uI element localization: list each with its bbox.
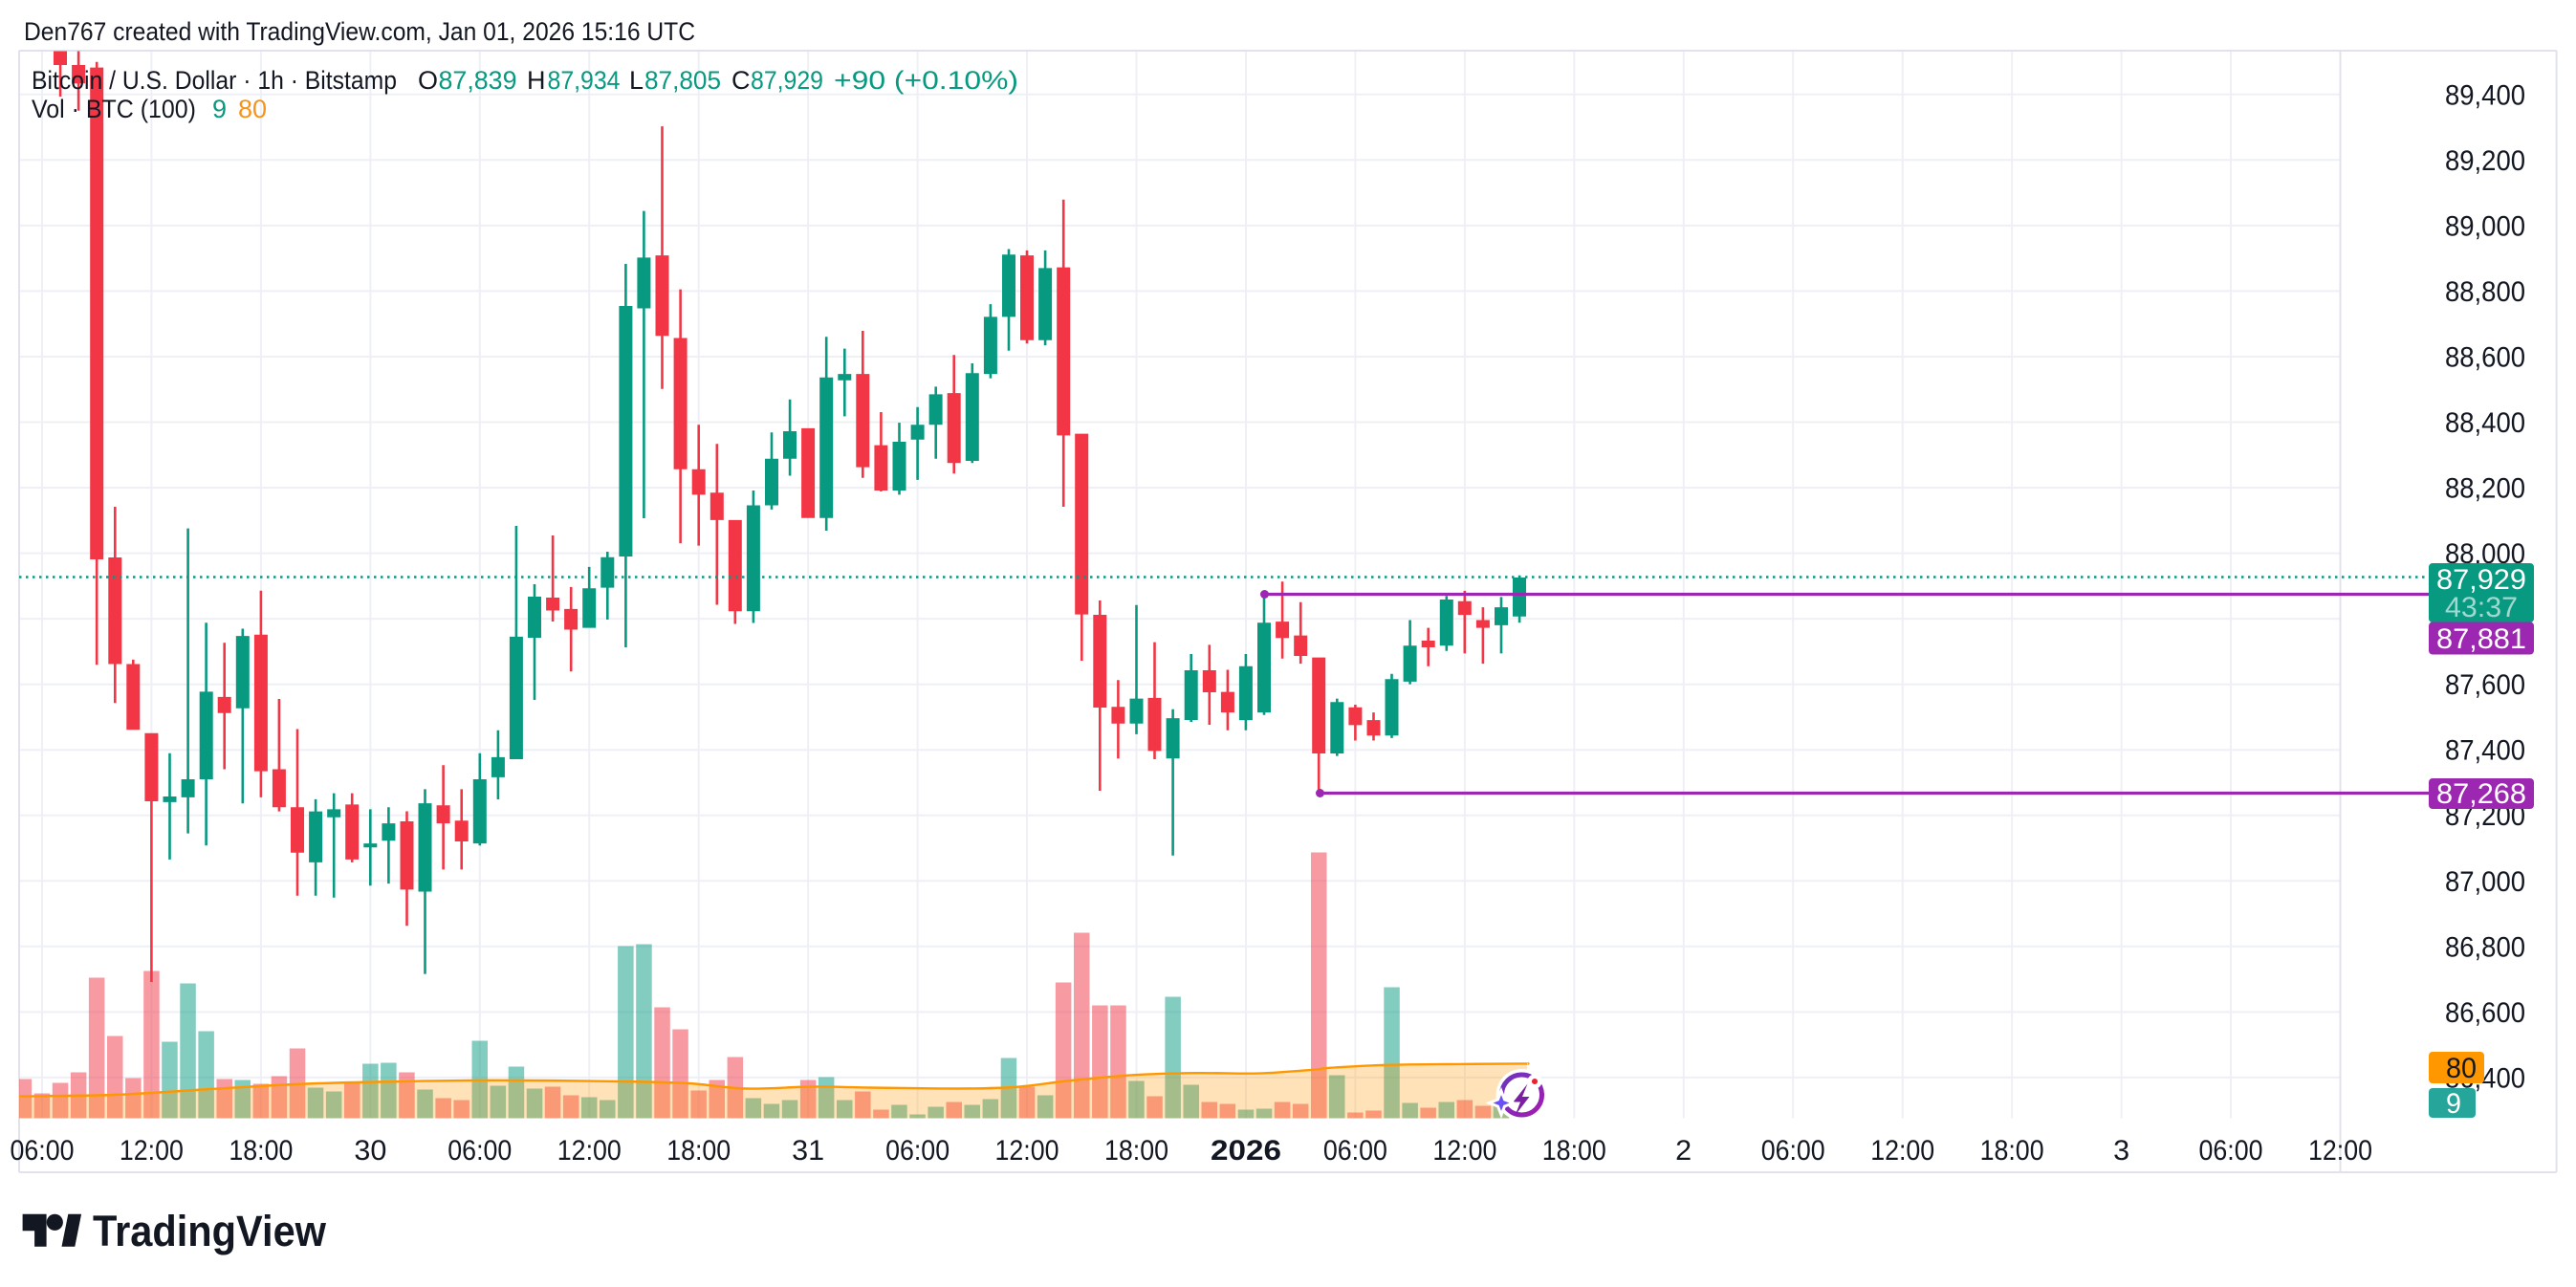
svg-text:Den767 created with TradingVie: Den767 created with TradingView.com, Jan… <box>24 17 695 46</box>
svg-text:H: H <box>527 66 546 95</box>
svg-text:06:00: 06:00 <box>1761 1135 1825 1167</box>
svg-text:06:00: 06:00 <box>885 1135 950 1167</box>
svg-text:87,400: 87,400 <box>2445 735 2525 767</box>
svg-text:L: L <box>629 66 644 95</box>
svg-text:89,200: 89,200 <box>2445 145 2525 177</box>
svg-text:18:00: 18:00 <box>666 1135 731 1167</box>
svg-text:43:37: 43:37 <box>2445 592 2518 623</box>
svg-text:88,400: 88,400 <box>2445 407 2525 439</box>
svg-text:86,600: 86,600 <box>2445 997 2525 1029</box>
svg-text:2026: 2026 <box>1211 1135 1281 1167</box>
svg-text:12:00: 12:00 <box>1432 1135 1496 1167</box>
svg-text:87,934: 87,934 <box>548 66 621 95</box>
svg-text:3: 3 <box>2113 1135 2129 1167</box>
svg-text:18:00: 18:00 <box>1980 1135 2044 1167</box>
svg-text:12:00: 12:00 <box>2308 1135 2372 1167</box>
svg-text:86,800: 86,800 <box>2445 931 2525 963</box>
svg-text:80: 80 <box>2446 1053 2477 1084</box>
svg-text:12:00: 12:00 <box>120 1135 184 1167</box>
svg-text:89,000: 89,000 <box>2445 210 2525 242</box>
svg-text:87,600: 87,600 <box>2445 669 2525 701</box>
svg-text:18:00: 18:00 <box>1542 1135 1606 1167</box>
svg-text:9: 9 <box>212 95 227 123</box>
svg-text:87,805: 87,805 <box>644 66 721 95</box>
svg-text:87,929: 87,929 <box>2436 564 2526 596</box>
svg-text:TradingView: TradingView <box>93 1207 327 1255</box>
svg-text:12:00: 12:00 <box>1870 1135 1934 1167</box>
svg-text:88,200: 88,200 <box>2445 473 2525 505</box>
svg-text:C: C <box>731 66 751 95</box>
svg-text:06:00: 06:00 <box>448 1135 512 1167</box>
svg-text:88,800: 88,800 <box>2445 276 2525 308</box>
svg-text:87,268: 87,268 <box>2436 778 2526 810</box>
svg-text:9: 9 <box>2446 1088 2461 1120</box>
svg-text:18:00: 18:00 <box>1104 1135 1168 1167</box>
svg-text:12:00: 12:00 <box>557 1135 622 1167</box>
svg-text:06:00: 06:00 <box>1323 1135 1387 1167</box>
svg-text:+90 (+0.10%): +90 (+0.10%) <box>834 66 1018 95</box>
svg-text:87,881: 87,881 <box>2436 623 2526 655</box>
svg-text:O: O <box>418 66 438 95</box>
svg-text:Vol · BTC (100): Vol · BTC (100) <box>32 95 196 123</box>
svg-text:88,600: 88,600 <box>2445 342 2525 374</box>
svg-text:2: 2 <box>1675 1135 1692 1167</box>
svg-text:30: 30 <box>354 1135 386 1167</box>
svg-text:87,929: 87,929 <box>751 66 823 95</box>
svg-text:Bitcoin / U.S. Dollar · 1h · B: Bitcoin / U.S. Dollar · 1h · Bitstamp <box>32 66 397 95</box>
svg-text:06:00: 06:00 <box>2199 1135 2263 1167</box>
svg-text:89,400: 89,400 <box>2445 79 2525 111</box>
svg-text:87,000: 87,000 <box>2445 866 2525 898</box>
svg-text:80: 80 <box>238 95 267 123</box>
svg-text:12:00: 12:00 <box>995 1135 1059 1167</box>
svg-text:06:00: 06:00 <box>11 1135 75 1167</box>
svg-text:31: 31 <box>792 1135 824 1167</box>
svg-text:87,839: 87,839 <box>439 66 517 95</box>
svg-text:18:00: 18:00 <box>229 1135 293 1167</box>
